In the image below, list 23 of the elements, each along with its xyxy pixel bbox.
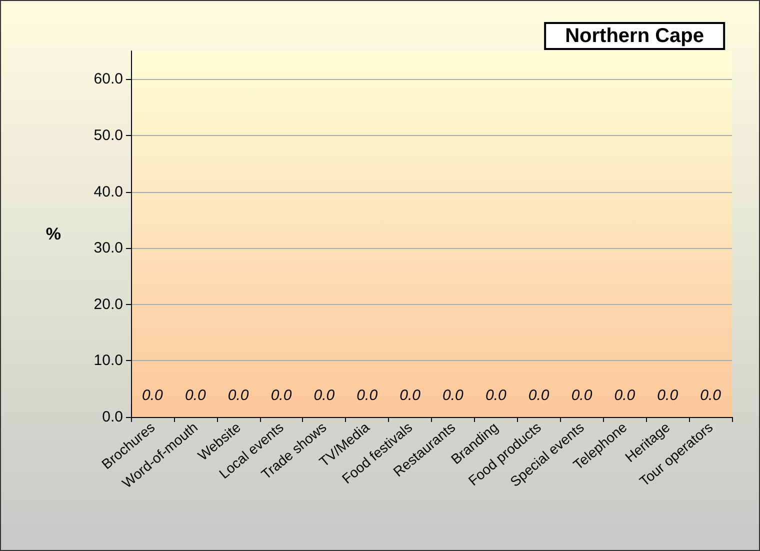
y-tick-label: 30.0 xyxy=(94,240,123,257)
data-label: 0.0 xyxy=(700,387,722,404)
y-tick-label: 10.0 xyxy=(94,352,123,370)
chart-title: Northern Cape xyxy=(565,25,704,47)
data-label: 0.0 xyxy=(356,387,378,404)
data-label: 0.0 xyxy=(142,387,164,404)
y-tick-label: 40.0 xyxy=(94,183,123,200)
data-label: 0.0 xyxy=(228,387,250,404)
y-tick-label: 20.0 xyxy=(94,296,123,313)
data-label: 0.0 xyxy=(571,387,593,404)
y-axis-title: % xyxy=(46,224,61,244)
data-label: 0.0 xyxy=(270,387,292,404)
y-tick-label: 0.0 xyxy=(102,408,123,426)
data-label: 0.0 xyxy=(184,387,206,404)
data-label: 0.0 xyxy=(442,387,464,404)
data-label: 0.0 xyxy=(314,387,336,404)
y-tick-label: 50.0 xyxy=(94,126,123,144)
data-label: 0.0 xyxy=(400,387,422,404)
data-label: 0.0 xyxy=(528,387,550,404)
data-label: 0.0 xyxy=(657,387,679,404)
y-tick-label: 60.0 xyxy=(94,70,123,88)
data-label: 0.0 xyxy=(614,387,636,404)
data-label: 0.0 xyxy=(485,387,507,404)
